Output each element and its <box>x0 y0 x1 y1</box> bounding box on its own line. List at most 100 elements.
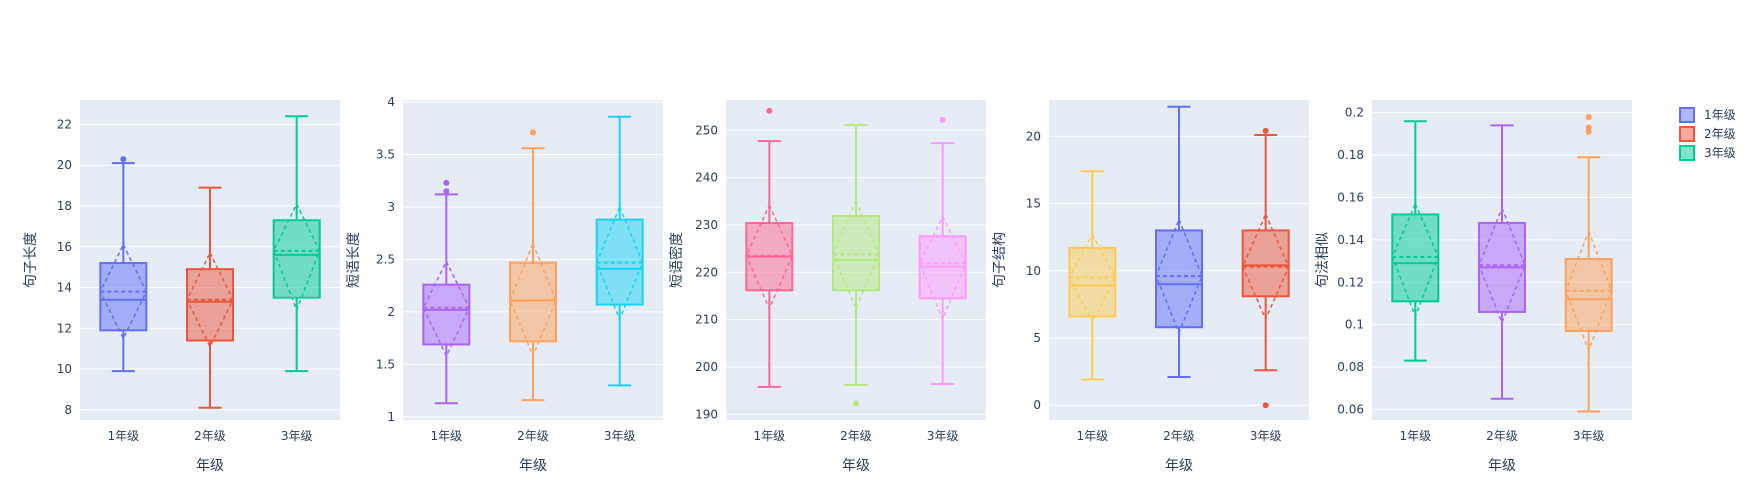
outlier-point <box>443 188 450 195</box>
sd-diamond <box>745 203 794 311</box>
box-1 <box>99 156 148 373</box>
y-tick-label: 0 <box>1033 398 1041 412</box>
box-1 <box>422 179 471 405</box>
x-tick-label: 3年级 <box>281 429 313 443</box>
box-body <box>509 261 557 343</box>
y-tick-label: 22 <box>57 117 72 131</box>
box-body <box>1391 213 1440 303</box>
box-body <box>186 268 234 342</box>
sd-diamond <box>1155 217 1203 335</box>
box-body <box>832 214 880 292</box>
y-axis-title: 短语密度 <box>668 232 685 288</box>
sd-diamond <box>832 198 880 311</box>
box-2 <box>832 124 880 407</box>
box-2 <box>509 129 557 402</box>
box-body <box>422 283 471 346</box>
box-2 <box>1478 124 1526 400</box>
outlier-point <box>1262 402 1269 409</box>
legend-label: 1年级 <box>1704 108 1736 122</box>
y-tick-label: 0.12 <box>1337 275 1364 289</box>
y-tick-label: 20 <box>57 158 72 172</box>
outlier-point <box>853 400 859 407</box>
x-tick-label: 1年级 <box>754 429 786 443</box>
y-tick-label: 10 <box>57 362 72 376</box>
y-tick-label: 3.5 <box>376 148 395 162</box>
y-tick-label: 240 <box>695 171 718 185</box>
y-axis-title: 句法相似 <box>1315 232 1331 288</box>
y-tick-label: 230 <box>695 218 718 232</box>
legend-swatch <box>1679 145 1695 161</box>
box-1 <box>745 107 794 388</box>
box-3 <box>918 116 967 386</box>
y-tick-label: 2.5 <box>376 252 395 266</box>
outlier-point <box>939 116 946 123</box>
x-tick-label: 3年级 <box>604 429 636 443</box>
y-tick-label: 2 <box>387 305 395 319</box>
sd-diamond <box>918 214 967 322</box>
x-axis-title: 年级 <box>842 458 870 474</box>
x-tick-label: 3年级 <box>927 429 959 443</box>
box-2 <box>186 186 234 409</box>
legend-label: 2年级 <box>1704 127 1736 141</box>
sd-diamond <box>1564 229 1613 353</box>
box-body <box>1564 257 1613 332</box>
y-tick-label: 8 <box>64 403 72 417</box>
sd-diamond <box>595 205 644 322</box>
legend-swatch <box>1679 126 1695 142</box>
y-tick-label: 18 <box>57 199 72 213</box>
sd-diamond <box>509 241 557 358</box>
box-body <box>272 219 321 299</box>
box-body <box>1068 246 1117 318</box>
x-axis-title: 年级 <box>1488 458 1516 474</box>
y-axis-title: 句子长度 <box>23 232 39 288</box>
y-tick-label: 190 <box>695 407 718 421</box>
y-tick-label: 0.1 <box>1345 318 1364 332</box>
y-tick-label: 220 <box>695 265 718 279</box>
y-tick-label: 4 <box>387 95 395 109</box>
y-tick-label: 1 <box>387 410 395 424</box>
x-tick-label: 2年级 <box>840 429 872 443</box>
outlier-point <box>443 179 450 186</box>
x-tick-label: 2年级 <box>194 429 226 443</box>
y-tick-label: 210 <box>695 313 718 327</box>
box-2 <box>1155 105 1203 378</box>
y-tick-label: 12 <box>57 321 72 335</box>
y-tick-label: 5 <box>1033 331 1041 345</box>
box-3 <box>1241 127 1290 409</box>
x-tick-label: 2年级 <box>1163 429 1195 443</box>
y-tick-label: 0.08 <box>1337 360 1364 374</box>
box-body <box>1155 229 1203 329</box>
y-tick-label: 3 <box>387 200 395 214</box>
y-tick-label: 0.2 <box>1345 106 1364 120</box>
y-tick-label: 200 <box>695 360 718 374</box>
y-tick-label: 20 <box>1026 129 1041 143</box>
sd-diamond <box>422 259 471 358</box>
x-tick-label: 1年级 <box>1400 429 1432 443</box>
x-tick-label: 1年级 <box>1077 429 1109 443</box>
outlier-point <box>1585 113 1592 120</box>
sd-diamond <box>1241 212 1290 322</box>
box-body <box>1241 229 1290 298</box>
subplot-5: 0.06 0.08 0.1 0.12 0.14 0.16 0.18 0.2 1年级 2年级 3年级年… <box>1315 100 1632 474</box>
y-tick-label: 10 <box>1026 264 1041 278</box>
y-tick-label: 0.06 <box>1337 402 1364 416</box>
x-tick-label: 3年级 <box>1573 429 1605 443</box>
outlier-point <box>1585 128 1592 135</box>
box-1 <box>1391 120 1440 362</box>
box-3 <box>595 115 644 387</box>
y-axis-title: 短语长度 <box>346 232 362 288</box>
x-tick-label: 2年级 <box>517 429 549 443</box>
box-1 <box>1068 170 1117 381</box>
outlier-point <box>766 107 773 114</box>
x-tick-label: 1年级 <box>108 429 140 443</box>
x-tick-label: 2年级 <box>1486 429 1518 443</box>
legend-label: 3年级 <box>1704 146 1736 160</box>
x-tick-label: 1年级 <box>431 429 463 443</box>
sd-diamond <box>1391 201 1440 319</box>
y-axis-title: 句子结构 <box>992 232 1008 288</box>
